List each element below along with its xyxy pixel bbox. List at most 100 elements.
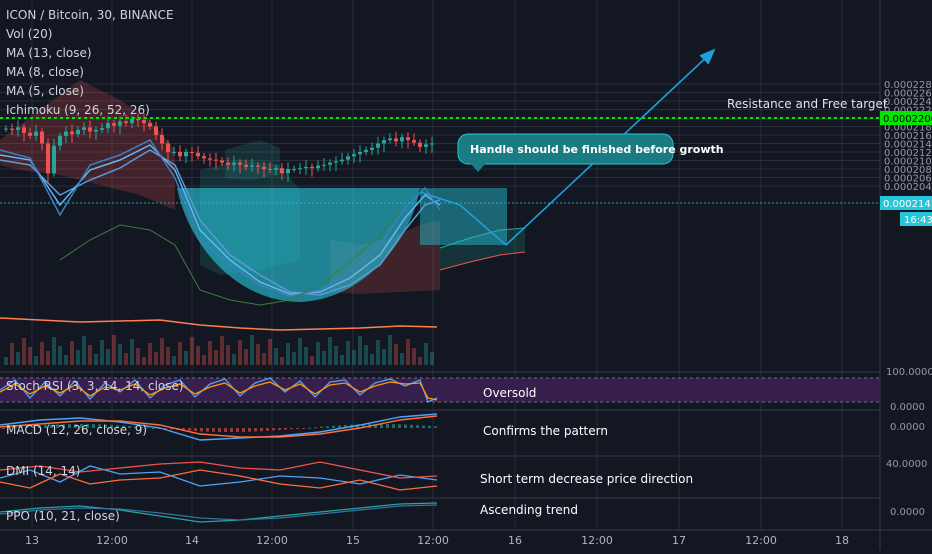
macd-hist-bar [278,428,281,431]
volume-bar [226,345,230,365]
candle [4,125,8,133]
volume-bar [232,354,236,365]
candle [346,152,350,165]
volume-bar [70,341,74,365]
candle [148,119,152,130]
candle [250,158,254,172]
stoch-k-line [0,377,438,403]
volume-bar [256,344,260,365]
time-label: 12:00 [417,534,449,547]
volume-bar [328,337,332,365]
dmi-pane-label[interactable]: DMI (14, 14) [6,464,80,478]
countdown-badge: 16:43 [904,215,932,226]
candle [304,160,308,175]
ppo-annotation: Ascending trend [480,503,578,517]
ppo-pane-label[interactable]: PPO (10, 21, close) [6,509,120,523]
volume-bar [322,351,326,365]
candle [28,127,32,140]
macd-hist-bar [32,425,35,428]
macd-hist-bar [38,425,41,428]
macd-hist-bar [20,426,23,428]
candle [22,123,26,142]
symbol-title[interactable]: ICON / Bitcoin, 30, BINANCE [6,8,174,22]
candle [196,146,200,160]
study-ma-5[interactable]: MA (5, close) [6,84,84,98]
ichimoku-lagging-line [59,209,401,306]
volume-bar [346,341,350,365]
macd-hist-bar [2,428,5,429]
dmi-axis-40: 40.0000 [886,459,927,470]
volume-bar [220,336,224,365]
candle [94,126,98,141]
time-label: 18 [835,534,849,547]
macd-hist-bar [434,426,437,428]
volume-bar [370,354,374,365]
last-price-badge: 0.0002141 [883,199,932,210]
study-ma-13[interactable]: MA (13, close) [6,46,92,60]
macd-hist-bar [380,424,383,428]
volume-bar [94,354,98,365]
volume-ma-line [0,317,438,331]
ichimoku-cloud-bear [0,80,175,210]
handle-callout-text: Handle should be finished before growth [470,143,724,156]
macd-axis-zero: 0.0000 [890,422,925,433]
price-candles [4,113,434,182]
candle [208,153,212,167]
time-axis[interactable]: 13 12:00 14 12:00 15 12:00 16 12:00 17 1… [25,534,849,547]
study-vol[interactable]: Vol (20) [6,27,53,41]
volume-bar [358,336,362,365]
macd-line [0,413,438,441]
volume-bar [418,357,422,365]
volume-bar [244,349,248,365]
macd-hist-bar [98,424,101,428]
macd-hist-bar [182,428,185,431]
macd-hist-bar [404,424,407,428]
volume-bar [16,352,20,365]
volume-bar [298,338,302,365]
candle [88,120,92,139]
volume-bar [40,342,44,365]
volume-bar [124,353,128,365]
study-ichimoku[interactable]: Ichimoku (9, 26, 52, 26) [6,103,150,117]
price-axis[interactable]: 0.00020400.00020600.00020800.00021000.00… [884,80,932,193]
macd-hist-bar [260,428,263,432]
macd-hist-bar [56,424,59,428]
macd-hist-bar [290,428,293,430]
ichimoku-cloud-bull-3 [440,228,525,270]
macd-hist-bar [356,424,359,428]
time-label: 12:00 [745,534,777,547]
macd-pane-label[interactable]: MACD (12, 26, close, 9) [6,423,147,437]
candle [310,163,314,177]
macd-hist-bar [302,428,305,429]
handle-callout[interactable]: Handle should be finished before growth [457,133,724,172]
volume-bar [406,339,410,365]
stoch-axis-top: 100.0000 [886,367,932,378]
volume-bar [412,348,416,365]
oversold-band [0,378,880,402]
macd-hist-bar [200,428,203,432]
macd-hist-bar [86,424,89,428]
macd-hist-bar [284,428,287,430]
ichimoku-span-line [439,251,526,271]
volume-bar [166,347,170,365]
stoch-pane-label[interactable]: Stoch RSI (3, 3, 14, 14, close) [6,379,184,393]
macd-hist-bar [296,428,299,429]
candle [298,163,302,175]
dmi-annotation: Short term decrease price direction [480,472,693,486]
study-ma-8[interactable]: MA (8, close) [6,65,84,79]
volume-bar [334,346,338,365]
candle [10,123,14,135]
volume-bar [28,347,32,365]
volume-bar [394,344,398,365]
candle [226,157,230,170]
volume-bar [52,337,56,365]
candle [166,140,170,161]
candle [16,120,20,137]
volume-bar [196,346,200,365]
volume-bar [424,343,428,365]
candle [214,152,218,169]
macd-hist-bar [386,424,389,428]
